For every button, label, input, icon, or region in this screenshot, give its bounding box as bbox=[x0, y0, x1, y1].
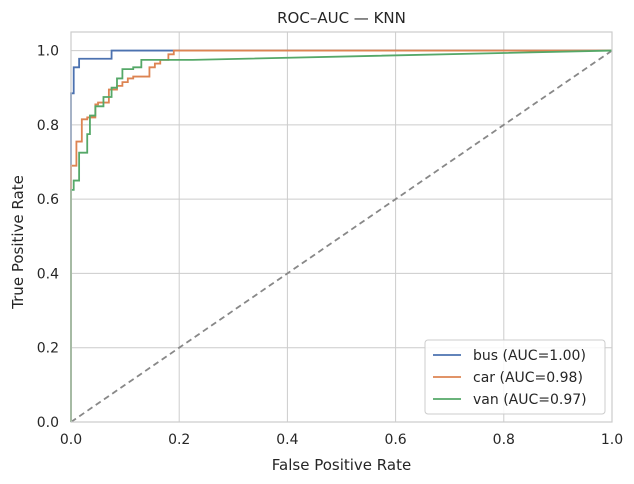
x-tick-label: 0.4 bbox=[276, 432, 298, 448]
series-line-van bbox=[70, 49, 613, 422]
y-tick-label: 0.2 bbox=[37, 341, 59, 357]
y-tick-label: 0.8 bbox=[37, 118, 59, 134]
y-tick-label: 0.4 bbox=[37, 266, 59, 282]
chart-title: ROC–AUC — KNN bbox=[277, 9, 406, 27]
legend-label: car (AUC=0.98) bbox=[473, 370, 583, 386]
x-tick-label: 0.6 bbox=[384, 432, 406, 448]
legend: bus (AUC=1.00) car (AUC=0.98) van (AUC=0.9… bbox=[424, 339, 606, 415]
series-line-car bbox=[70, 49, 612, 422]
legend-box bbox=[424, 339, 606, 415]
x-axis-label: False Positive Rate bbox=[272, 456, 411, 474]
x-tick-label: 0.2 bbox=[168, 432, 190, 448]
y-axis-label: True Positive Rate bbox=[9, 175, 27, 310]
plot-frame bbox=[70, 31, 613, 423]
x-tick-label: 0.8 bbox=[493, 432, 515, 448]
series-layer bbox=[70, 49, 613, 423]
x-tick-label: 1.0 bbox=[601, 432, 623, 448]
legend-label: van (AUC=0.97) bbox=[473, 392, 587, 408]
x-tick-label: 0.0 bbox=[60, 432, 82, 448]
tick-labels: 0.0 0.2 0.4 0.6 0.8 1.0 0.0 0.2 0.4 0.6 0.8 1.0 bbox=[37, 44, 623, 448]
y-tick-label: 0.0 bbox=[37, 415, 59, 431]
y-tick-label: 1.0 bbox=[37, 44, 59, 60]
series-line-bus bbox=[70, 49, 612, 422]
y-tick-label: 0.6 bbox=[37, 192, 59, 208]
legend-label: bus (AUC=1.00) bbox=[473, 348, 586, 364]
grid bbox=[70, 32, 613, 423]
